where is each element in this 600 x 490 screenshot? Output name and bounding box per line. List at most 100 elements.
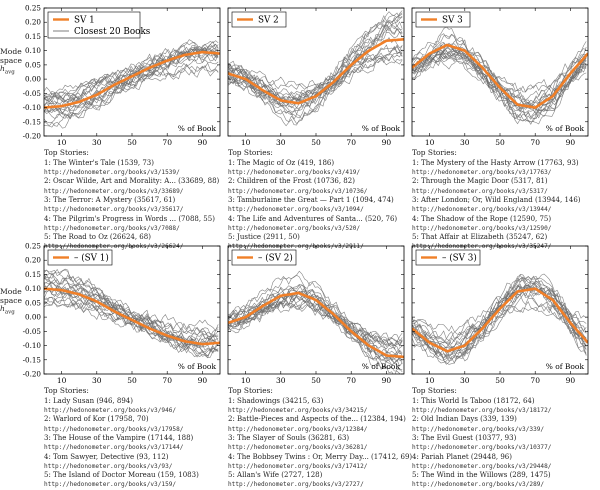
story-title: 4: The Life and Adventures of Santa... (… (228, 214, 398, 223)
chart-svg: 10 30 50 70 90 % of Book – (SV 2) (227, 245, 405, 385)
y-tick-label: 0.20 (25, 18, 41, 27)
x-tick-label: 90 (566, 138, 576, 147)
story-link[interactable]: http://hedonometer.org/books/v3/339/ (412, 425, 545, 433)
x-tick-label: 70 (162, 138, 172, 147)
closest-book-line (412, 278, 587, 351)
top-stories-list: Top Stories: 1: This World Is Taboo (1817… (412, 386, 592, 490)
story-link[interactable]: http://hedonometer.org/books/v3/12590/ (412, 224, 552, 232)
closest-book-line (228, 270, 403, 371)
story-link[interactable]: http://hedonometer.org/books/v3/10377/ (412, 444, 552, 452)
closest-book-line (228, 293, 403, 355)
closest-book-line (228, 45, 403, 90)
x-axis-label: % of Book (362, 362, 401, 371)
legend-label-main: SV 3 (442, 16, 463, 26)
closest-book-line (44, 296, 219, 349)
ylabel-line2-b: space (0, 295, 23, 305)
story-title: 5: Justice (2911, 50) (228, 233, 300, 242)
ylabel-line2: space (0, 55, 23, 65)
y-tick-label: -0.10 (23, 103, 42, 112)
story-title: 3: The Terror: A Mystery (35617, 61) (44, 195, 176, 204)
story-link[interactable]: http://hedonometer.org/books/v3/29448/ (412, 462, 552, 470)
story-link[interactable]: http://hedonometer.org/books/v3/18172/ (412, 407, 552, 415)
legend-label-main: SV 1 (74, 16, 95, 26)
plot-area: 10 30 50 70 90 0.25 0.20 0.15 0.10 0.05 0.00 -0.05 -… (23, 242, 221, 386)
legend-box (231, 11, 287, 28)
legend-label-main: – (SV 2) (258, 253, 293, 264)
story-link[interactable]: http://hedonometer.org/books/v3/33689/ (44, 187, 184, 195)
story-link[interactable]: http://hedonometer.org/books/v3/17958/ (44, 425, 184, 433)
closest-book-line (228, 24, 403, 104)
story-title: 5: The Island of Doctor Moreau (159, 108… (44, 471, 199, 480)
story-title: 3: The House of the Vampire (17144, 188) (44, 433, 194, 442)
story-link[interactable]: http://hedonometer.org/books/v3/159/ (44, 481, 177, 489)
x-axis-label: % of Book (362, 124, 401, 133)
story-link[interactable]: http://hedonometer.org/books/v3/36281/ (228, 444, 368, 452)
story-title: 1: Shadowings (34215, 63) (228, 396, 324, 405)
story-link[interactable]: http://hedonometer.org/books/v3/93/ (44, 462, 173, 470)
story-link[interactable]: http://hedonometer.org/books/v3/520/ (228, 224, 361, 232)
story-link[interactable]: http://hedonometer.org/books/v3/289/ (412, 481, 545, 489)
story-link[interactable]: http://hedonometer.org/books/v3/1094/ (228, 206, 364, 214)
closest-book-line (44, 46, 219, 103)
y-tick-label: -0.20 (23, 370, 42, 379)
x-tick-label: 50 (127, 138, 137, 147)
x-tick-label: 50 (311, 376, 321, 385)
y-tick-label: 0.20 (25, 256, 41, 265)
main-series-line (228, 291, 404, 359)
top-stories-heading: Top Stories: (412, 386, 457, 395)
x-tick-label: 50 (127, 376, 137, 385)
closest-book-line (44, 49, 219, 127)
story-title: 2: Old Indian Days (339, 139) (412, 415, 517, 424)
x-tick-label: 10 (425, 138, 435, 147)
closest-book-line (228, 301, 403, 347)
story-link[interactable]: http://hedonometer.org/books/v3/13944/ (412, 206, 552, 214)
story-title: 2: Warlord of Kor (17958, 70) (44, 415, 149, 424)
closest-book-line (412, 306, 587, 350)
story-link[interactable]: http://hedonometer.org/books/v3/35247/ (412, 243, 552, 251)
story-link[interactable]: http://hedonometer.org/books/v3/17763/ (412, 169, 552, 177)
story-link[interactable]: http://hedonometer.org/books/v3/17144/ (44, 444, 184, 452)
y-tick-label: -0.05 (23, 327, 42, 336)
y-tick-label: 0.10 (25, 284, 41, 293)
closest-book-line (44, 43, 219, 104)
story-link[interactable]: http://hedonometer.org/books/v3/2727/ (228, 481, 364, 489)
legend-label-closest: Closest 20 Books (74, 27, 151, 37)
y-tick-label: 0.15 (25, 32, 41, 41)
story-link[interactable]: http://hedonometer.org/books/v3/1539/ (44, 169, 180, 177)
closest-book-line (228, 46, 403, 112)
story-title: 2: Through the Magic Door (5317, 81) (412, 177, 548, 186)
x-tick-label: 10 (241, 376, 251, 385)
story-title: 5: That Affair at Elizabeth (35247, 62) (412, 233, 548, 242)
x-axis-label: % of Book (546, 124, 585, 133)
closest-book-line (44, 268, 219, 358)
main-series-line (44, 50, 220, 109)
legend-box (231, 249, 297, 266)
x-tick-label: 10 (425, 376, 435, 385)
legend-box (415, 249, 481, 266)
closest-book-line (44, 39, 219, 113)
story-link[interactable]: http://hedonometer.org/books/v3/419/ (228, 169, 361, 177)
story-link[interactable]: http://hedonometer.org/books/v3/17412/ (228, 462, 368, 470)
story-link[interactable]: http://hedonometer.org/books/v3/10736/ (228, 187, 368, 195)
y-tick-label: -0.15 (23, 117, 42, 126)
story-link[interactable]: http://hedonometer.org/books/v3/26624/ (44, 243, 184, 251)
story-link[interactable]: http://hedonometer.org/books/v3/2911/ (228, 243, 364, 251)
story-link[interactable]: http://hedonometer.org/books/v3/5317/ (412, 187, 548, 195)
y-tick-label: -0.20 (23, 132, 42, 141)
x-tick-label: 30 (460, 138, 470, 147)
story-link[interactable]: http://hedonometer.org/books/v3/946/ (44, 407, 177, 415)
story-link[interactable]: http://hedonometer.org/books/v3/12384/ (228, 425, 368, 433)
closest-book-line (412, 26, 587, 110)
main-series-line (44, 287, 220, 346)
x-tick-label: 30 (276, 138, 286, 147)
story-link[interactable]: http://hedonometer.org/books/v3/7088/ (44, 224, 180, 232)
ylabel-line1: Mode (0, 47, 22, 56)
closest-book-line (412, 43, 587, 120)
x-tick-label: 10 (241, 138, 251, 147)
y-tick-label: 0.15 (25, 270, 41, 279)
main-series-line (412, 287, 588, 353)
story-link[interactable]: http://hedonometer.org/books/v3/34215/ (228, 407, 368, 415)
closest-book-line (412, 280, 587, 358)
chart-svg: 10 30 50 70 90 0.25 0.20 0.15 0.10 0.05 0.00 -0.05 -… (23, 4, 221, 147)
story-link[interactable]: http://hedonometer.org/books/v3/35617/ (44, 206, 184, 214)
